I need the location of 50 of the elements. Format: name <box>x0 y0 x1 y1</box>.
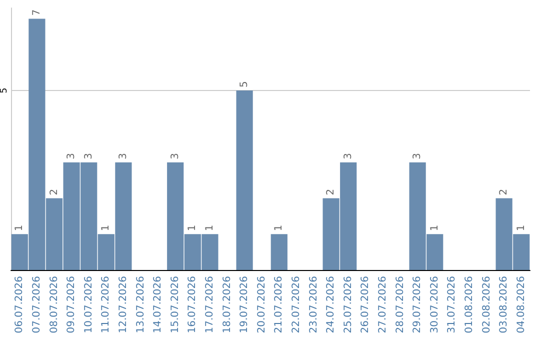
x-tick-label: 25.07.2026 <box>342 276 354 334</box>
x-tick-label: 12.07.2026 <box>118 276 129 334</box>
x-tick-label: 06.07.2026 <box>14 276 26 334</box>
data-label: 2 <box>498 188 510 196</box>
data-label: 3 <box>170 152 181 160</box>
x-tick-label: 02.08.2026 <box>481 276 492 334</box>
x-tick-label: 24.07.2026 <box>326 276 337 334</box>
x-tick-label: 17.07.2026 <box>204 276 216 334</box>
data-label: 3 <box>66 152 78 160</box>
data-label: 3 <box>83 152 94 160</box>
x-tick-label: 09.07.2026 <box>66 276 78 334</box>
x-tick-label: 27.07.2026 <box>377 276 388 334</box>
bar <box>236 90 253 270</box>
data-label: 5 <box>239 81 250 88</box>
x-tick-label: 23.07.2026 <box>308 276 320 334</box>
x-tick-label: 13.07.2026 <box>135 276 146 334</box>
x-tick-label: 10.07.2026 <box>83 276 94 334</box>
x-tick-label: 22.07.2026 <box>290 276 302 334</box>
x-tick-label: 07.07.2026 <box>31 276 42 334</box>
x-tick-label: 20.07.2026 <box>256 276 268 334</box>
data-label: 1 <box>187 224 198 232</box>
x-tick-label: 19.07.2026 <box>239 276 250 334</box>
data-label: 1 <box>204 224 216 232</box>
data-label: 1 <box>516 224 527 232</box>
x-tick-label: 14.07.2026 <box>152 276 164 334</box>
bar <box>270 234 288 270</box>
x-tick-label: 01.08.2026 <box>464 276 475 334</box>
data-label: 1 <box>100 224 112 232</box>
x-tick-label: 18.07.2026 <box>222 276 233 334</box>
data-label: 7 <box>31 9 42 16</box>
x-tick-label: 31.07.2026 <box>446 276 458 334</box>
data-label: 1 <box>14 224 26 232</box>
x-tick-label: 28.07.2026 <box>394 276 406 334</box>
x-tick-label: 08.07.2026 <box>48 276 60 334</box>
data-label: 3 <box>118 152 129 160</box>
data-label: 3 <box>412 152 424 160</box>
x-tick-label: 15.07.2026 <box>170 276 181 334</box>
x-tick-label: 03.08.2026 <box>498 276 510 334</box>
data-label: 2 <box>326 188 337 196</box>
data-label: 2 <box>48 188 60 196</box>
x-tick-label: 26.07.2026 <box>360 276 372 334</box>
x-tick-label: 21.07.2026 <box>274 276 285 334</box>
data-label: 3 <box>342 152 354 160</box>
x-tick-label: 11.07.2026 <box>100 276 112 334</box>
x-tick-label: 29.07.2026 <box>412 276 424 334</box>
x-tick-label: 04.08.2026 <box>516 276 527 334</box>
data-label: 1 <box>274 224 285 232</box>
x-tick-label: 16.07.2026 <box>187 276 198 334</box>
data-label: 1 <box>429 224 440 232</box>
x-tick-label: 30.07.2026 <box>429 276 440 334</box>
